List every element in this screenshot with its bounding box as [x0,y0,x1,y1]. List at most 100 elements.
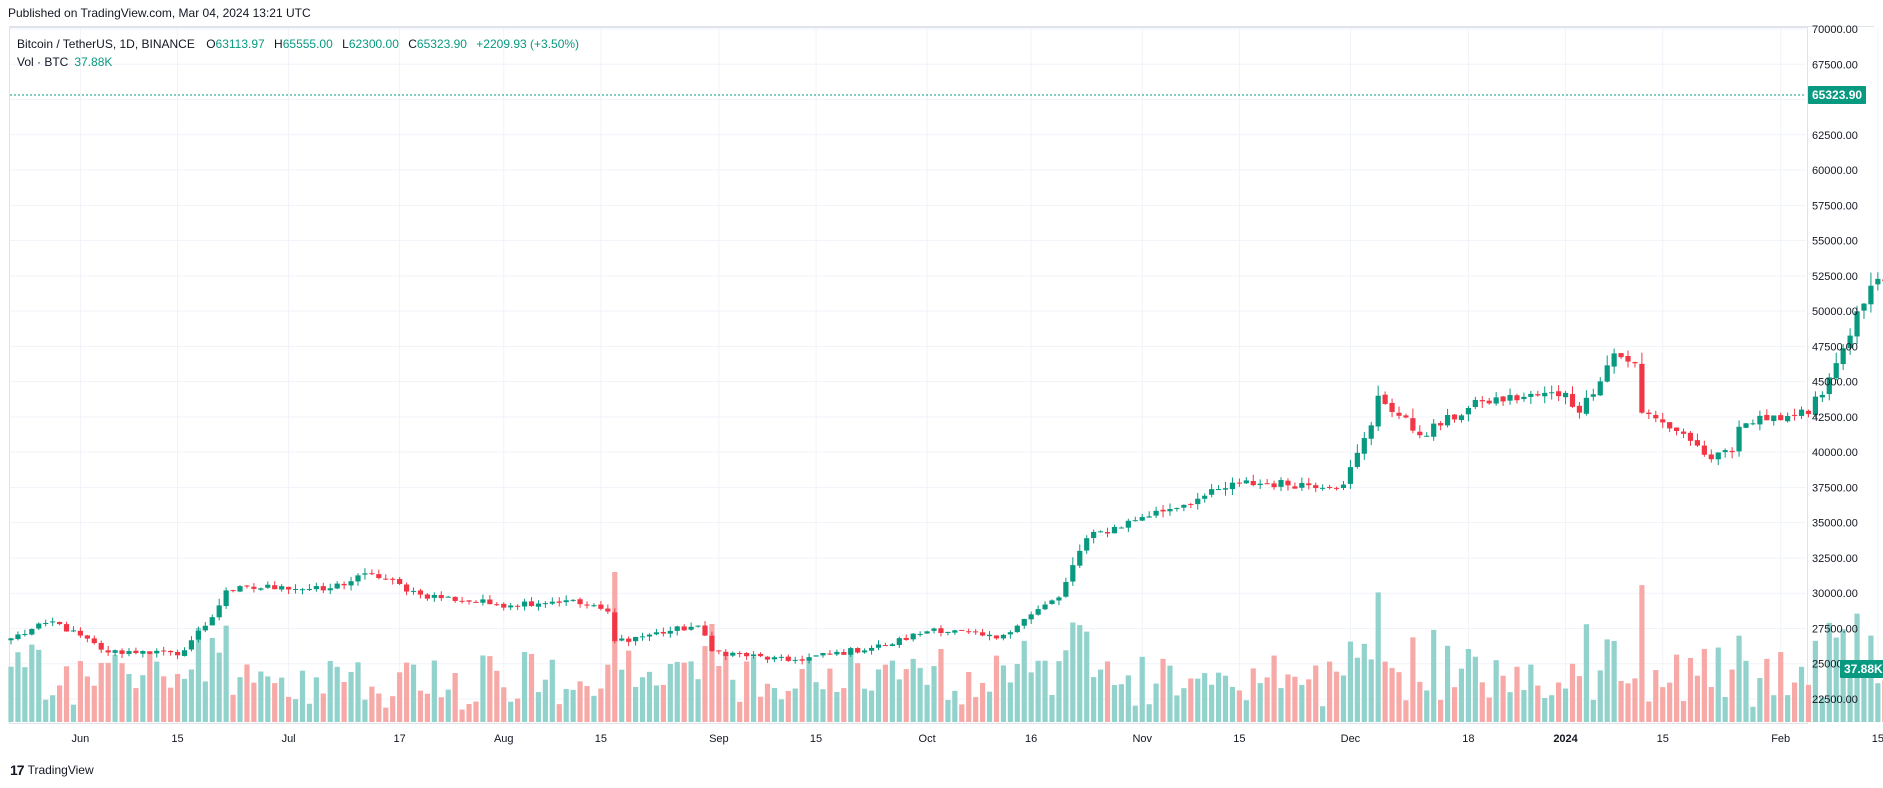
volume-bar [1181,688,1187,722]
candle-body [1611,353,1617,367]
volume-bar [1070,622,1076,722]
volume-value: 37.88K [74,55,113,69]
candle-body [577,599,583,605]
candle-body [1028,614,1034,620]
candle-body [355,575,361,582]
volume-bar [757,696,764,722]
candle-body [882,645,889,647]
candle-body [1014,625,1020,633]
volume-bar [251,682,257,722]
candle-body [1687,432,1694,441]
volume-bar [1764,658,1770,722]
volume-bar [1000,665,1007,722]
candle-body [750,654,757,657]
candle-body [320,586,326,591]
volume-bar [1215,672,1222,722]
volume-bar [36,649,42,722]
volume-bar [653,685,660,722]
candle-body [515,605,521,607]
volume-bar [1042,660,1048,722]
volume-bar [660,684,666,722]
candle-body [251,586,257,589]
candle-body [639,636,646,638]
volume-bar [1444,645,1451,722]
candle-body [126,651,132,654]
candle-body [813,655,819,657]
footer-brand[interactable]: 17 TradingView [10,762,94,778]
volume-bar [952,690,958,722]
volume-bar [216,652,222,722]
volume-bar [1014,664,1020,722]
candle-body [299,589,306,591]
candle-body [1576,405,1583,413]
candle-body [1070,565,1076,582]
candle-body [1389,402,1395,412]
volume-bar [875,669,882,722]
candle-body [1209,489,1215,495]
high-value: 65555.00 [282,37,333,51]
volume-bar [1306,679,1312,722]
candle-body [417,590,424,595]
candle-body [1736,426,1742,452]
candle-body [1701,445,1707,455]
candle-body [348,581,354,586]
price-tick-label: 22500.00 [1812,694,1858,706]
candle-body [1347,467,1354,484]
candle-body [896,638,902,645]
volume-bar [577,681,583,722]
volume-bar [667,663,673,722]
candle-body [1812,396,1818,415]
candle-body [1694,440,1701,446]
candle-body [1000,634,1007,639]
candle-body [1396,412,1402,416]
volume-bar [29,644,35,722]
volume-bar [431,660,437,722]
volume-bar [841,688,847,722]
symbol-title[interactable]: Bitcoin / TetherUS, 1D, BINANCE [17,37,195,51]
candle-body [362,573,368,575]
volume-bar [140,675,146,722]
volume-bar [1722,696,1728,722]
volume-bar [1542,697,1548,722]
candle-body [508,605,514,608]
volume-bar [286,696,292,722]
chart-pane[interactable] [9,27,1808,724]
candle-body [1757,415,1763,425]
candle-body [161,650,167,652]
volume-label[interactable]: Vol · BTC [17,55,69,69]
volume-bar [1209,684,1215,722]
volume-bar [1396,672,1402,722]
volume-bar [1583,624,1589,722]
candle-body [1417,431,1423,436]
candle-body [202,625,208,631]
candle-body [646,634,653,637]
volume-bar [348,671,354,722]
candle-body [140,651,146,654]
candle-body [660,631,666,634]
candle-body [862,650,868,653]
candle-body [1361,438,1367,454]
candle-body [1791,414,1798,416]
volume-bar [563,688,569,722]
candle-body [973,631,979,633]
candle-body [70,630,77,632]
volume-bar [1618,680,1624,722]
volume-bar [313,677,319,722]
price-tick-label: 55000.00 [1812,236,1858,248]
volume-bar [792,688,798,722]
volume-bar [63,666,70,722]
time-tick-label: Oct [919,733,936,745]
volume-bar [1479,682,1485,722]
candle-body [952,630,958,633]
volume-bar [889,660,895,722]
volume-bar [397,672,403,722]
volume-bar [1118,684,1124,722]
price-tick-label: 32500.00 [1812,553,1858,565]
volume-bar [1250,668,1256,722]
volume-bar [1125,675,1131,722]
volume-bar [508,701,514,722]
candle-body [584,604,590,606]
candle-body [1091,531,1097,539]
candle-body [716,650,722,652]
